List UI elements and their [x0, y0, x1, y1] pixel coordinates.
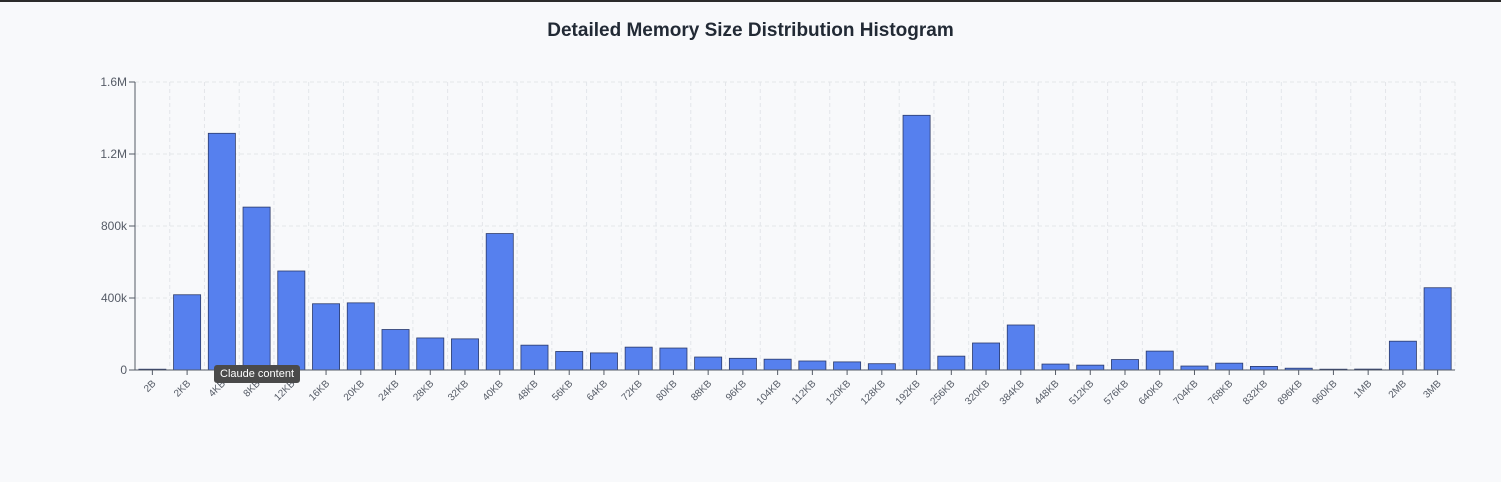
- bar-704KB[interactable]: [1180, 365, 1209, 371]
- bar-192KB[interactable]: [902, 114, 931, 371]
- bar-16KB[interactable]: [312, 303, 340, 371]
- x-tick-label: 28KB: [411, 378, 436, 403]
- x-tick-label: 2MB: [1387, 378, 1410, 401]
- x-tick-label: 640KB: [1137, 378, 1166, 407]
- x-tick-label: 128KB: [859, 378, 888, 407]
- x-tick-label: 104KB: [755, 378, 784, 407]
- bar-72KB[interactable]: [624, 346, 653, 371]
- bar-88KB[interactable]: [694, 356, 723, 371]
- bar-128KB[interactable]: [867, 363, 896, 371]
- x-tick-label: 384KB: [998, 378, 1027, 407]
- x-tick-label: 32KB: [446, 378, 471, 403]
- bar-40KB[interactable]: [485, 233, 514, 371]
- x-tick-label: 72KB: [620, 378, 645, 403]
- x-tick-label: 20KB: [342, 378, 367, 403]
- bar-64KB[interactable]: [590, 352, 618, 371]
- y-tick-label: 1.6M: [100, 75, 127, 89]
- bar-256KB[interactable]: [937, 355, 966, 371]
- bar-576KB[interactable]: [1111, 359, 1139, 371]
- x-tick-label: 48KB: [516, 378, 541, 403]
- bar-4KB[interactable]: [207, 132, 236, 371]
- x-tick-label: 24KB: [377, 378, 402, 403]
- bar-48KB[interactable]: [520, 344, 549, 371]
- x-tick-label: 56KB: [550, 378, 575, 403]
- bar-8KB[interactable]: [242, 206, 271, 371]
- bar-32KB[interactable]: [451, 338, 479, 371]
- bar-768KB[interactable]: [1215, 362, 1244, 371]
- bar-512KB[interactable]: [1076, 364, 1105, 371]
- bar-3MB[interactable]: [1423, 287, 1452, 371]
- bar-96KB[interactable]: [728, 357, 757, 371]
- tooltip: Claude content: [214, 365, 300, 383]
- x-tick-label: 80KB: [654, 378, 679, 403]
- bar-448KB[interactable]: [1041, 363, 1070, 371]
- y-tick-label: 1.2M: [100, 147, 127, 161]
- x-tick-label: 704KB: [1172, 378, 1201, 407]
- bar-2KB[interactable]: [173, 294, 202, 371]
- x-tick-label: 40KB: [481, 378, 506, 403]
- bar-2MB[interactable]: [1388, 340, 1417, 371]
- x-tick-label: 1MB: [1352, 378, 1375, 401]
- bar-640KB[interactable]: [1145, 350, 1174, 371]
- x-tick-label: 3MB: [1421, 378, 1444, 401]
- window-top-border: [0, 0, 1501, 2]
- x-tick-label: 256KB: [928, 378, 957, 407]
- x-tick-label: 96KB: [724, 378, 749, 403]
- x-tick-label: 832KB: [1241, 378, 1270, 407]
- bar-104KB[interactable]: [763, 358, 792, 371]
- x-tick-label: 448KB: [1033, 378, 1062, 407]
- grid-lines: [134, 81, 1456, 370]
- x-tick-label: 960KB: [1311, 378, 1340, 407]
- x-tick-label: 512KB: [1067, 378, 1096, 407]
- bar-28KB[interactable]: [416, 337, 445, 371]
- x-tick-label: 192KB: [894, 378, 923, 407]
- bar-24KB[interactable]: [381, 329, 410, 371]
- bar-384KB[interactable]: [1006, 324, 1035, 371]
- x-tick-label: 112KB: [790, 378, 819, 407]
- y-tick-label: 400k: [101, 291, 128, 305]
- x-tick-label: 320KB: [963, 378, 992, 407]
- x-tick-label: 768KB: [1206, 378, 1235, 407]
- x-tick-label: 64KB: [585, 378, 610, 403]
- bar-56KB[interactable]: [555, 351, 584, 371]
- bar-112KB[interactable]: [798, 360, 827, 371]
- bar-832KB[interactable]: [1250, 365, 1278, 371]
- bar-80KB[interactable]: [659, 347, 688, 371]
- bar-20KB[interactable]: [346, 302, 375, 371]
- x-tick-label: 896KB: [1276, 378, 1305, 407]
- bar-12KB[interactable]: [277, 270, 306, 371]
- chart-title: Detailed Memory Size Distribution Histog…: [547, 20, 954, 41]
- bar-320KB[interactable]: [972, 342, 1000, 371]
- x-tick-label: 576KB: [1102, 378, 1131, 407]
- x-tick-label: 16KB: [307, 378, 332, 403]
- x-tick-label: 120KB: [824, 378, 853, 407]
- y-tick-label: 800k: [101, 219, 128, 233]
- x-tick-label: 2B: [142, 378, 159, 395]
- y-tick-label: 0: [120, 363, 127, 377]
- x-tick-label: 2KB: [172, 378, 193, 399]
- bar-120KB[interactable]: [833, 361, 862, 371]
- x-tick-label: 88KB: [689, 378, 714, 403]
